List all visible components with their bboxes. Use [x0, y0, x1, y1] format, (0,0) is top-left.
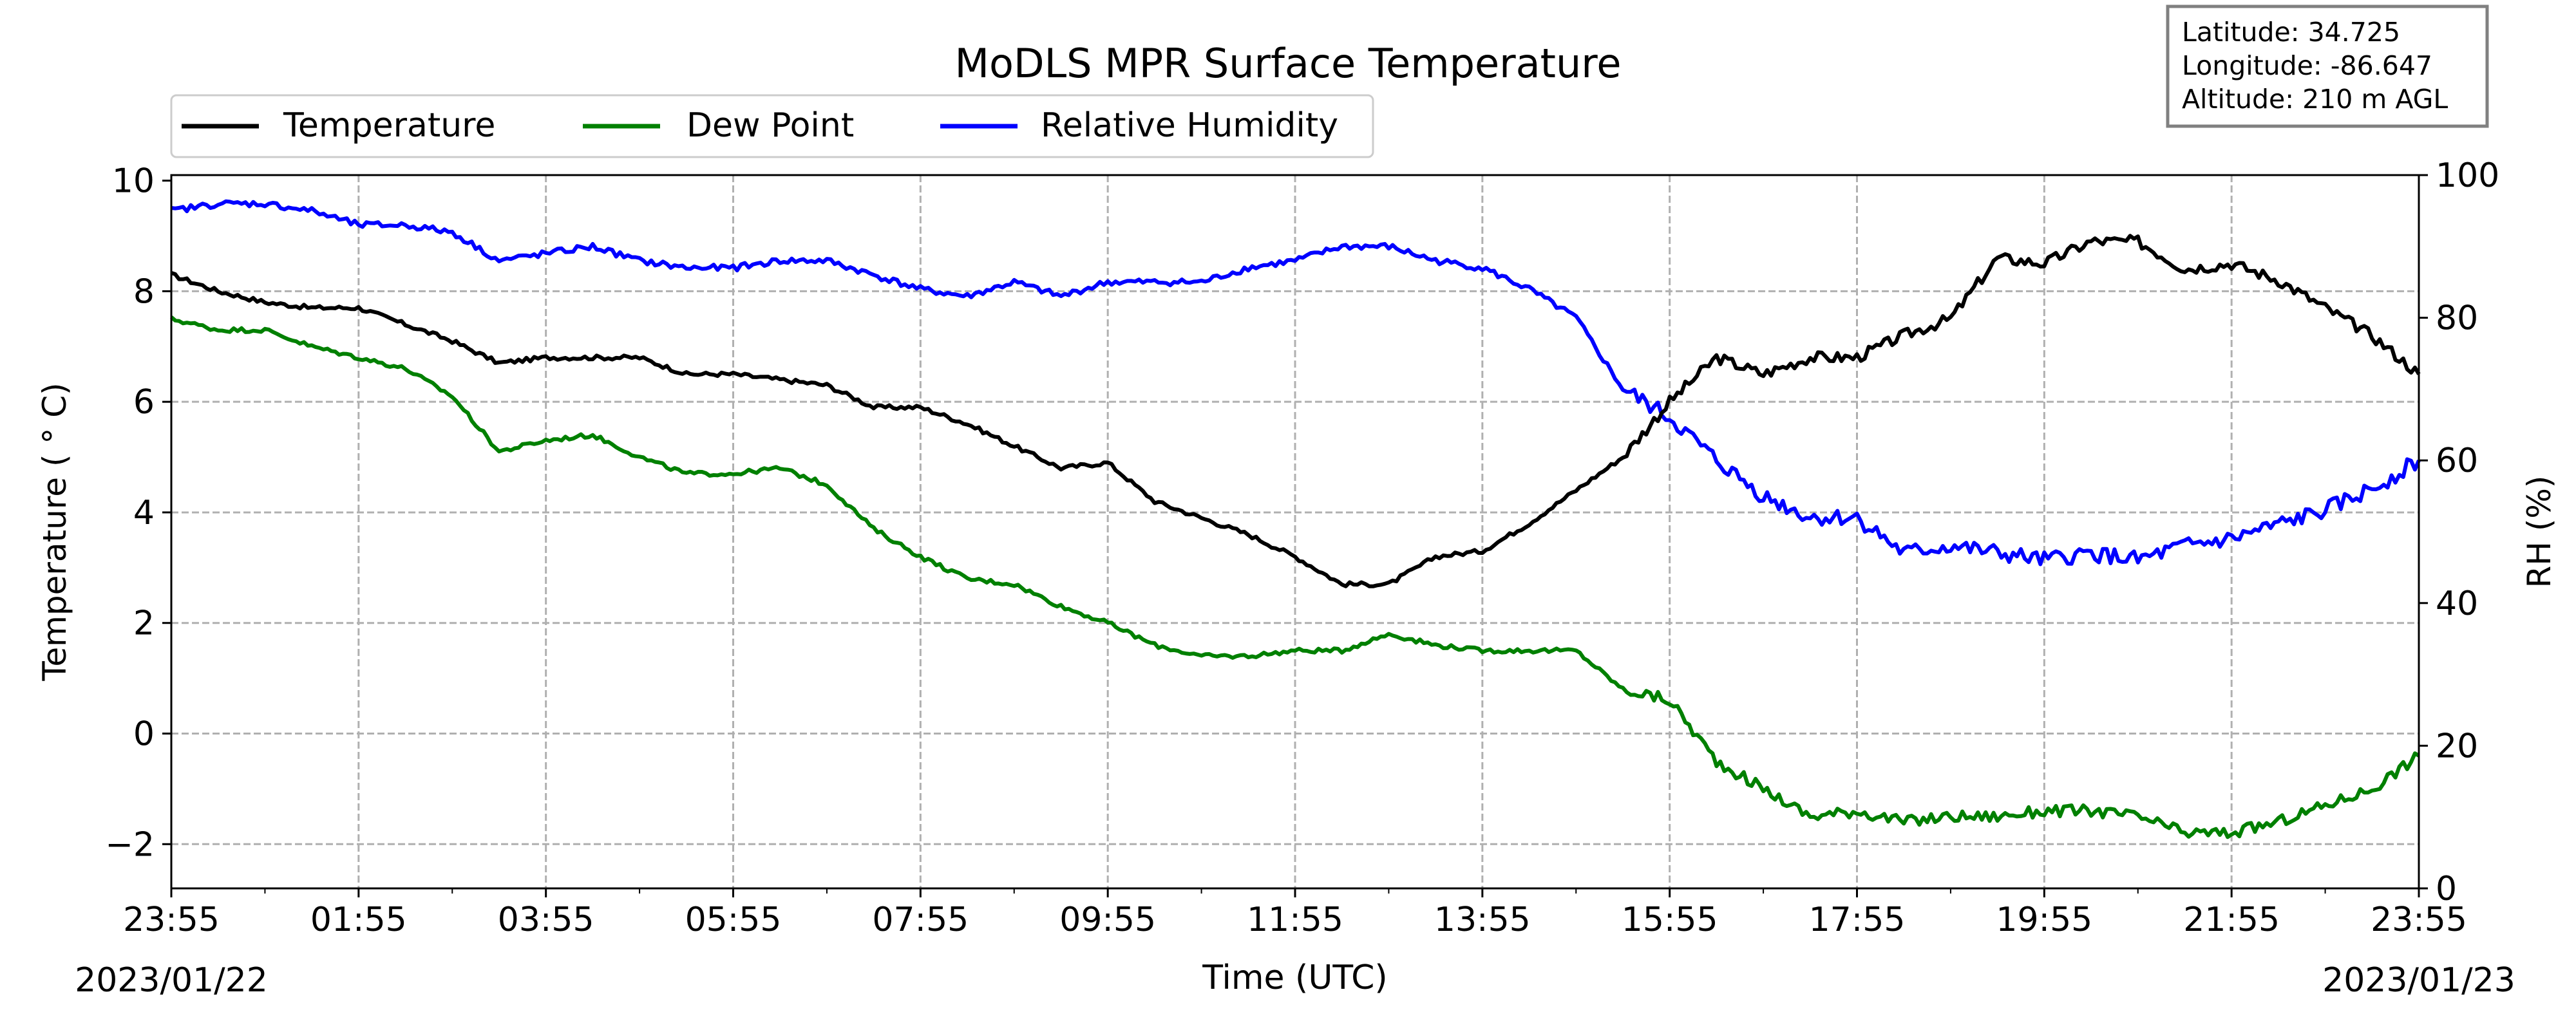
y-left-tick-label: 0	[133, 715, 155, 754]
x-tick-label: 07:55	[872, 901, 969, 939]
legend-label-relative-humidity: Relative Humidity	[1041, 106, 1338, 145]
chart-title: MoDLS MPR Surface Temperature	[954, 40, 1621, 87]
legend-label-dew-point: Dew Point	[687, 106, 854, 145]
info-box-frame	[2166, 5, 2489, 128]
x-tick-label: 03:55	[498, 901, 594, 939]
x-tick-label: 23:55	[2371, 901, 2467, 939]
y-left-tick-label: 10	[112, 162, 155, 201]
y-right-tick-label: 100	[2436, 156, 2499, 195]
y-axis-label-left: Temperature ( ° C)	[36, 382, 73, 681]
x-tick-label: 13:55	[1434, 901, 1531, 939]
grid-layer	[171, 175, 2419, 888]
y-left-tick-label: 2	[133, 604, 155, 643]
end-date-label: 2023/01/23	[2322, 961, 2515, 1000]
y-left-tick-label: 6	[133, 383, 155, 422]
y-axis-label-right: RH (%)	[2521, 476, 2558, 588]
info-longitude: Longitude: -86.647	[2182, 50, 2432, 81]
x-tick-label: 21:55	[2183, 901, 2280, 939]
station-info-box: Latitude: 34.725 Longitude: -86.647 Alti…	[2166, 5, 2489, 128]
y-right-tick-label: 0	[2436, 870, 2457, 908]
info-latitude: Latitude: 34.725	[2182, 17, 2400, 48]
x-tick-label: 15:55	[1622, 901, 1718, 939]
y-right-tick-label: 80	[2436, 299, 2478, 338]
ticks-layer: 23:55 01:55 03:55 05:55 07:55 09:55 11:55 13:55…	[105, 156, 2499, 939]
x-axis-label: Time (UTC)	[1202, 959, 1387, 997]
x-tick-label: 19:55	[1996, 901, 2092, 939]
y-right-tick-label: 40	[2436, 585, 2478, 623]
info-altitude: Altitude: 210 m AGL	[2182, 84, 2448, 115]
series-line-dew-point	[170, 315, 2420, 839]
x-tick-label: 23:55	[123, 901, 220, 939]
y-right-tick-label: 60	[2436, 442, 2478, 480]
start-date-label: 2023/01/22	[75, 961, 268, 1000]
legend-box	[170, 94, 1374, 158]
y-right-tick-label: 20	[2436, 727, 2478, 765]
series-line-temperature	[171, 234, 2421, 588]
legend: Temperature Dew Point Relative Humidity	[170, 94, 1374, 158]
x-tick-label: 05:55	[685, 901, 782, 939]
y-left-tick-label: 8	[133, 272, 155, 311]
y-left-tick-label: 4	[133, 494, 155, 532]
x-tick-label: 01:55	[310, 901, 407, 939]
series-line-relative-humidity	[171, 199, 2421, 566]
x-tick-label: 17:55	[1809, 901, 1906, 939]
x-tick-label: 11:55	[1247, 901, 1343, 939]
series-layer	[170, 199, 2421, 839]
legend-label-temperature: Temperature	[283, 106, 495, 145]
x-tick-label: 09:55	[1059, 901, 1156, 939]
y-left-tick-label: −2	[105, 825, 155, 864]
